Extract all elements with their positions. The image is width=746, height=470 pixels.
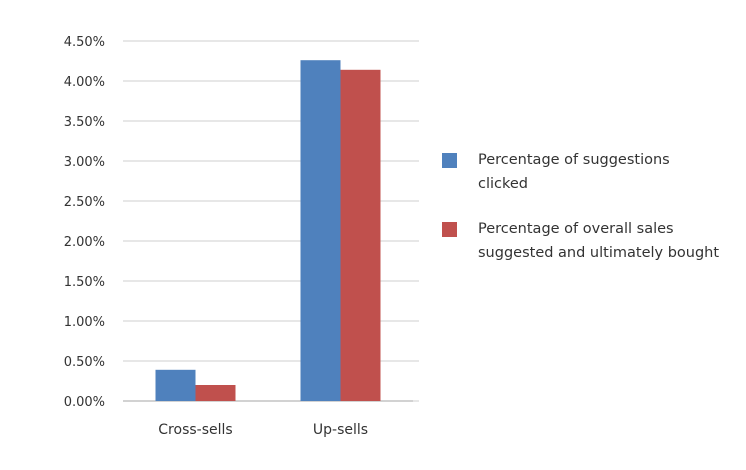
y-tick-label: 2.50%: [64, 195, 105, 210]
y-tick-label: 3.50%: [64, 115, 105, 130]
x-category-label: Up-sells: [313, 422, 368, 438]
y-tick-label: 1.00%: [64, 315, 105, 330]
legend-swatch-red: [442, 222, 457, 237]
legend-item-suggestions-clicked: Percentage of suggestions clicked: [442, 148, 722, 196]
bar: [155, 369, 196, 401]
y-tick-label: 3.00%: [64, 155, 105, 170]
legend-label-suggestions-clicked: Percentage of suggestions clicked: [478, 152, 670, 192]
y-tick-label: 4.50%: [64, 35, 105, 50]
y-tick-label: 4.00%: [64, 75, 105, 90]
x-category-label: Cross-sells: [158, 422, 232, 438]
y-tick-label: 0.50%: [64, 355, 105, 370]
y-tick-label: 1.50%: [64, 275, 105, 290]
bar: [300, 60, 341, 401]
legend-item-sales-bought: Percentage of overall sales suggested an…: [442, 217, 722, 265]
bar: [195, 385, 236, 401]
chart-legend: Percentage of suggestions clicked Percen…: [442, 148, 722, 286]
legend-label-sales-bought: Percentage of overall sales suggested an…: [478, 221, 720, 261]
bar: [340, 69, 381, 402]
y-tick-label: 0.00%: [64, 395, 105, 410]
y-tick-label: 2.00%: [64, 235, 105, 250]
legend-swatch-blue: [442, 153, 457, 168]
